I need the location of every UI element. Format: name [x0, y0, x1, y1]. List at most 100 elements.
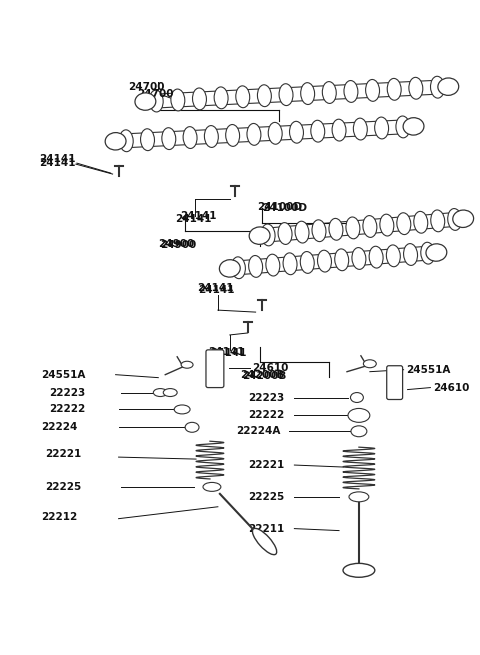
Ellipse shape: [426, 244, 447, 261]
Ellipse shape: [247, 123, 261, 145]
Text: 22221: 22221: [248, 460, 284, 470]
Ellipse shape: [214, 87, 228, 109]
Ellipse shape: [431, 76, 444, 98]
FancyBboxPatch shape: [206, 350, 224, 388]
Ellipse shape: [236, 86, 250, 107]
Ellipse shape: [317, 250, 332, 272]
Ellipse shape: [174, 405, 190, 414]
Text: 24141: 24141: [39, 154, 76, 164]
Text: 24200B: 24200B: [242, 371, 286, 381]
Text: 22223: 22223: [248, 392, 284, 403]
Ellipse shape: [283, 253, 297, 274]
Text: 24141: 24141: [39, 158, 76, 168]
Ellipse shape: [153, 388, 167, 396]
Text: 22212: 22212: [41, 512, 77, 521]
Ellipse shape: [375, 117, 389, 139]
Ellipse shape: [453, 210, 474, 227]
Text: 24141: 24141: [198, 286, 235, 295]
Ellipse shape: [386, 245, 400, 267]
Polygon shape: [145, 80, 449, 109]
Text: 24141: 24141: [208, 347, 244, 357]
Ellipse shape: [404, 244, 418, 265]
Ellipse shape: [448, 208, 462, 231]
Ellipse shape: [105, 132, 126, 150]
Text: 24100D: 24100D: [258, 202, 302, 212]
Text: 24200B: 24200B: [240, 369, 284, 380]
Ellipse shape: [226, 124, 240, 146]
Ellipse shape: [431, 210, 445, 232]
Text: 24551A: 24551A: [41, 369, 85, 380]
Ellipse shape: [249, 255, 263, 277]
Ellipse shape: [261, 224, 275, 246]
Text: 24141: 24141: [197, 283, 234, 293]
Ellipse shape: [323, 82, 336, 103]
Ellipse shape: [252, 529, 276, 555]
Polygon shape: [115, 119, 414, 148]
Text: 24700: 24700: [129, 82, 165, 92]
Ellipse shape: [366, 79, 380, 102]
Ellipse shape: [249, 227, 270, 244]
Ellipse shape: [204, 126, 218, 147]
Ellipse shape: [421, 242, 435, 264]
Ellipse shape: [344, 81, 358, 102]
Ellipse shape: [289, 121, 303, 143]
FancyBboxPatch shape: [387, 365, 403, 400]
Text: 24900: 24900: [158, 238, 194, 249]
Ellipse shape: [346, 217, 360, 239]
Text: 22225: 22225: [45, 482, 81, 492]
Text: 22222: 22222: [248, 411, 284, 421]
Ellipse shape: [414, 212, 428, 233]
Ellipse shape: [396, 116, 410, 138]
Ellipse shape: [409, 77, 423, 99]
Text: 22222: 22222: [49, 404, 85, 415]
Text: 22223: 22223: [49, 388, 85, 398]
Text: 24141: 24141: [175, 214, 212, 224]
Ellipse shape: [438, 78, 459, 96]
Ellipse shape: [203, 483, 221, 491]
Ellipse shape: [295, 221, 309, 243]
Ellipse shape: [353, 118, 367, 140]
Text: 24100D: 24100D: [263, 203, 308, 213]
Ellipse shape: [219, 260, 240, 277]
Ellipse shape: [332, 119, 346, 141]
Text: 24900: 24900: [160, 240, 196, 250]
Text: 24141: 24141: [210, 348, 246, 358]
Ellipse shape: [380, 214, 394, 236]
Ellipse shape: [268, 122, 282, 144]
Ellipse shape: [278, 223, 292, 244]
Ellipse shape: [135, 93, 156, 110]
Ellipse shape: [352, 248, 366, 269]
Ellipse shape: [163, 388, 177, 396]
Text: 22224A: 22224A: [236, 426, 280, 436]
Ellipse shape: [363, 360, 376, 367]
Ellipse shape: [185, 422, 199, 432]
Ellipse shape: [363, 215, 377, 237]
Text: 22224: 22224: [41, 422, 77, 432]
Ellipse shape: [397, 213, 411, 234]
Text: 24610: 24610: [252, 363, 288, 373]
Ellipse shape: [279, 84, 293, 105]
Ellipse shape: [162, 128, 176, 149]
Ellipse shape: [192, 88, 206, 110]
Ellipse shape: [311, 121, 325, 142]
Polygon shape: [229, 246, 437, 275]
Text: 22221: 22221: [45, 449, 81, 459]
Ellipse shape: [119, 130, 133, 152]
Ellipse shape: [403, 118, 424, 135]
Text: 22211: 22211: [248, 523, 284, 534]
Ellipse shape: [300, 83, 314, 105]
Ellipse shape: [329, 218, 343, 240]
Ellipse shape: [387, 79, 401, 100]
Ellipse shape: [351, 426, 367, 437]
Ellipse shape: [369, 246, 383, 268]
Ellipse shape: [257, 84, 271, 107]
Ellipse shape: [141, 129, 155, 151]
Ellipse shape: [266, 254, 280, 276]
Text: 24141: 24141: [180, 211, 216, 221]
Ellipse shape: [335, 249, 348, 271]
Ellipse shape: [350, 392, 363, 402]
Ellipse shape: [312, 220, 326, 242]
Ellipse shape: [149, 90, 163, 112]
Ellipse shape: [183, 126, 197, 149]
Ellipse shape: [181, 362, 193, 368]
